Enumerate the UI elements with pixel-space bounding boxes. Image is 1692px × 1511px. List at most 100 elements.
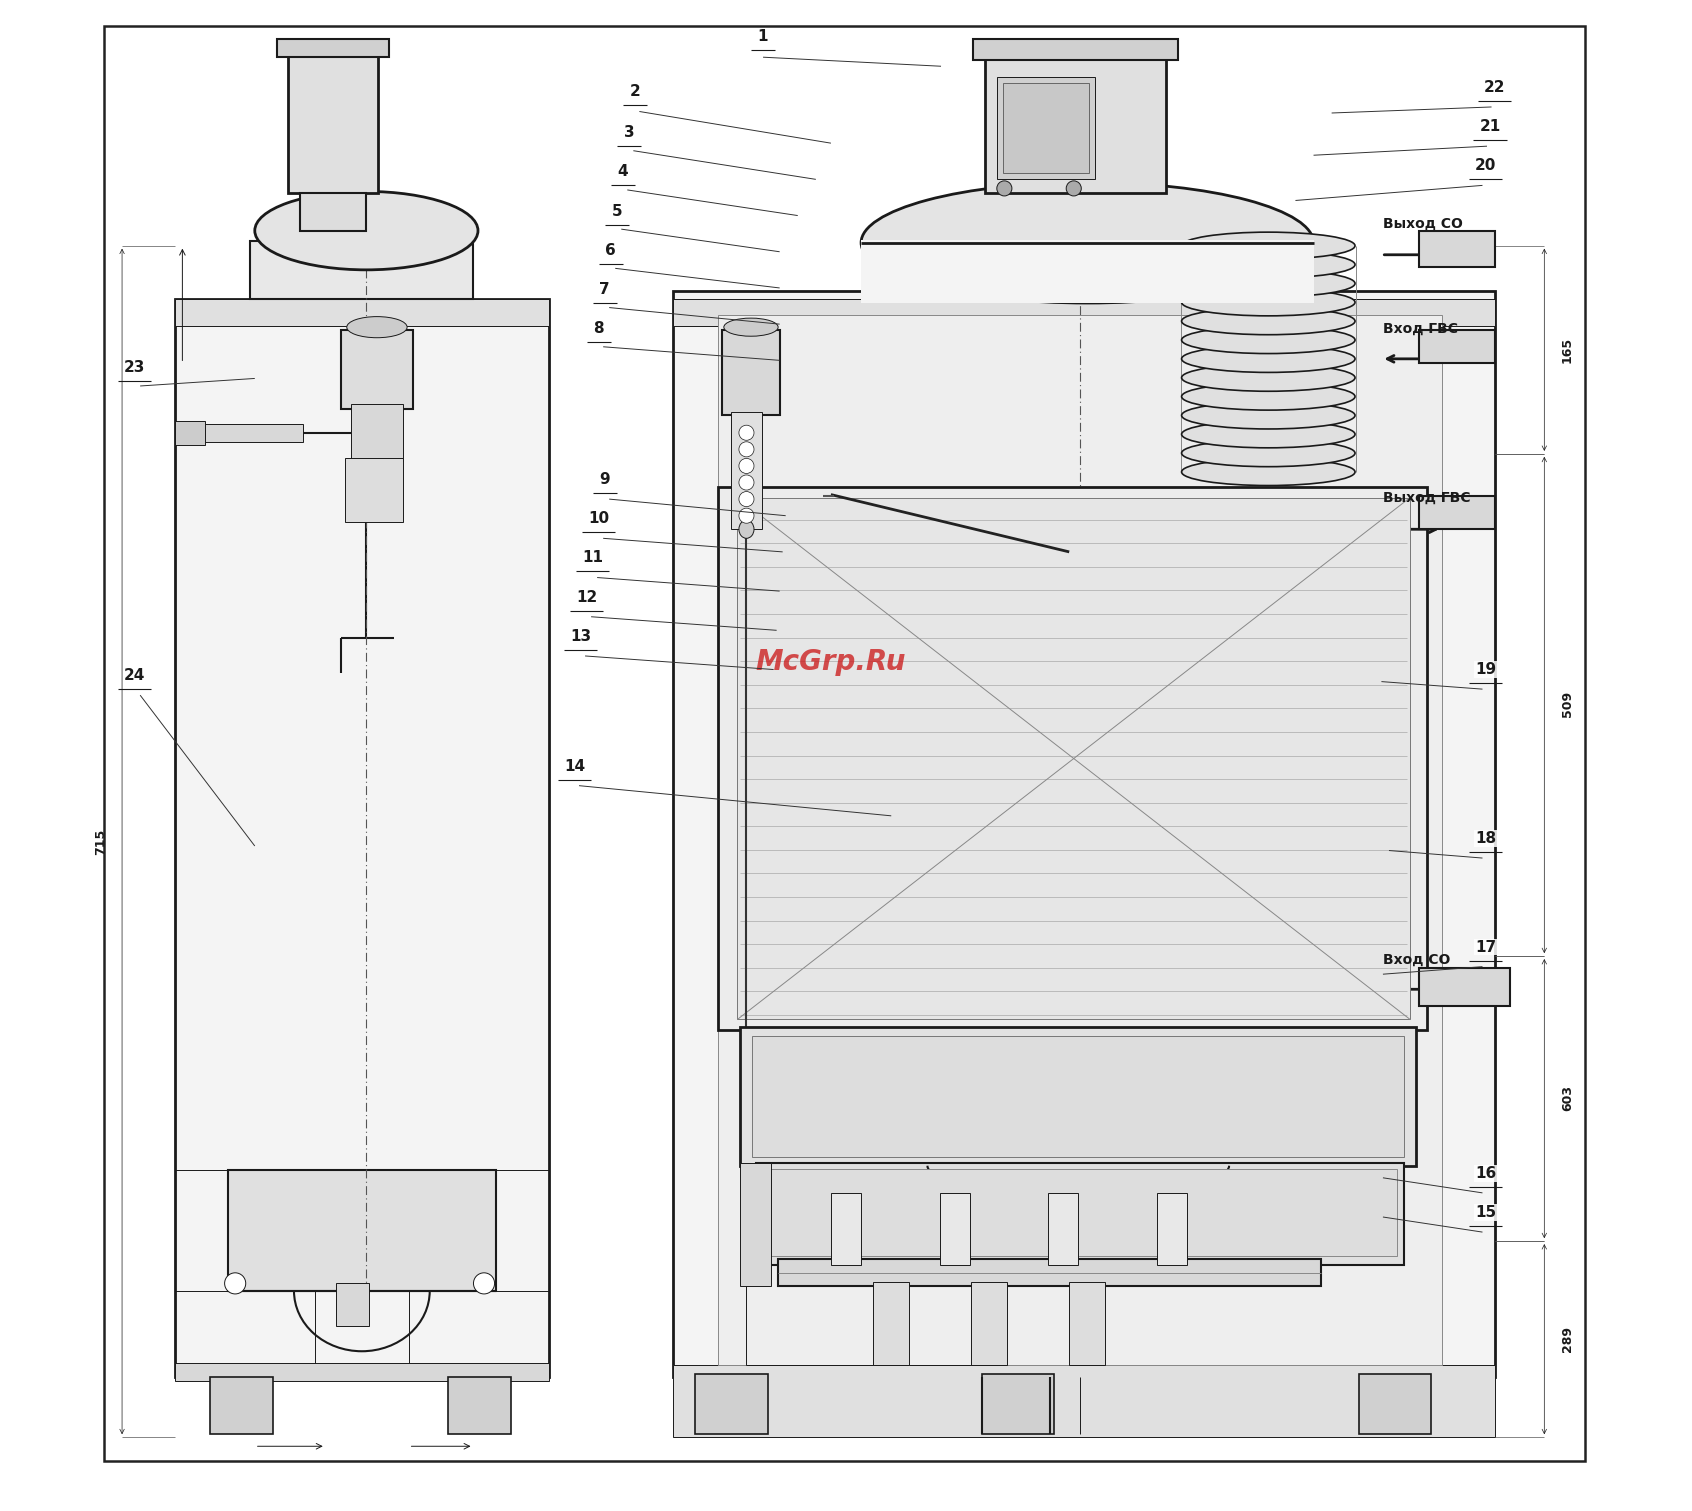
Bar xyxy=(1157,1192,1186,1265)
Ellipse shape xyxy=(255,192,479,270)
Ellipse shape xyxy=(1181,420,1355,447)
Text: 9: 9 xyxy=(599,471,611,487)
Bar xyxy=(717,316,1442,1364)
Bar xyxy=(973,39,1178,60)
Bar xyxy=(971,1281,1007,1364)
Text: 603: 603 xyxy=(1562,1085,1574,1111)
Bar xyxy=(741,1027,1416,1165)
Circle shape xyxy=(739,458,755,473)
Bar xyxy=(1420,496,1494,529)
Bar xyxy=(174,1363,548,1381)
Bar xyxy=(288,54,379,193)
Bar xyxy=(738,497,1409,1020)
Text: 12: 12 xyxy=(575,589,597,604)
Bar xyxy=(337,1283,369,1325)
Text: 14: 14 xyxy=(563,759,585,774)
Circle shape xyxy=(739,441,755,456)
Bar xyxy=(741,1163,770,1286)
Ellipse shape xyxy=(1181,233,1355,260)
Text: 715: 715 xyxy=(95,828,107,855)
Ellipse shape xyxy=(1181,270,1355,298)
Bar xyxy=(939,1192,970,1265)
Text: 10: 10 xyxy=(589,511,609,526)
Circle shape xyxy=(474,1272,494,1293)
Text: 17: 17 xyxy=(1475,940,1496,955)
Bar xyxy=(831,1192,861,1265)
Text: Вход ГВС: Вход ГВС xyxy=(1382,322,1459,337)
Ellipse shape xyxy=(1181,402,1355,429)
Bar xyxy=(1047,1192,1078,1265)
Bar xyxy=(861,240,1313,304)
Bar xyxy=(1003,83,1090,174)
Circle shape xyxy=(739,491,755,506)
Bar xyxy=(672,1364,1494,1437)
Bar xyxy=(985,57,1166,193)
Bar xyxy=(731,411,761,529)
Ellipse shape xyxy=(1181,326,1355,354)
Bar xyxy=(672,299,1494,326)
Text: 8: 8 xyxy=(594,322,604,337)
Ellipse shape xyxy=(739,520,755,538)
Text: 5: 5 xyxy=(611,204,623,219)
Ellipse shape xyxy=(1181,458,1355,485)
Bar xyxy=(299,193,367,231)
Text: 15: 15 xyxy=(1475,1206,1496,1219)
Bar xyxy=(1420,231,1494,267)
Bar xyxy=(763,1168,1396,1256)
Bar xyxy=(1359,1373,1431,1434)
Bar xyxy=(174,299,548,1377)
Bar xyxy=(340,331,413,408)
Text: 18: 18 xyxy=(1475,831,1496,846)
Text: Вход СО: Вход СО xyxy=(1382,952,1450,967)
Ellipse shape xyxy=(1181,289,1355,316)
Ellipse shape xyxy=(1181,364,1355,391)
Text: McGrp.Ru: McGrp.Ru xyxy=(756,648,907,675)
Bar xyxy=(873,1281,909,1364)
Bar xyxy=(174,420,205,444)
Text: 13: 13 xyxy=(570,629,591,644)
Circle shape xyxy=(739,508,755,523)
Text: 20: 20 xyxy=(1475,159,1496,174)
Text: 24: 24 xyxy=(124,668,146,683)
Text: 19: 19 xyxy=(1475,662,1496,677)
Text: 289: 289 xyxy=(1562,1327,1574,1352)
Bar xyxy=(250,242,474,299)
Circle shape xyxy=(225,1272,245,1293)
Text: 23: 23 xyxy=(124,361,146,375)
Text: 165: 165 xyxy=(1562,337,1574,363)
Ellipse shape xyxy=(1181,251,1355,278)
Ellipse shape xyxy=(1181,308,1355,335)
Text: 4: 4 xyxy=(618,165,628,180)
Circle shape xyxy=(739,474,755,490)
Text: Выход ГВС: Выход ГВС xyxy=(1382,491,1470,505)
Bar xyxy=(352,403,403,461)
Bar xyxy=(174,423,303,441)
Bar xyxy=(778,1259,1321,1286)
Text: 22: 22 xyxy=(1484,80,1506,95)
Ellipse shape xyxy=(861,183,1313,304)
Ellipse shape xyxy=(1181,440,1355,467)
Text: Выход СО: Выход СО xyxy=(1382,216,1464,231)
Circle shape xyxy=(1066,181,1081,196)
Text: 1: 1 xyxy=(758,29,768,44)
Bar xyxy=(174,299,548,326)
Text: 3: 3 xyxy=(624,125,634,141)
Bar xyxy=(722,331,780,414)
Text: 2: 2 xyxy=(629,85,640,100)
Text: 7: 7 xyxy=(599,283,611,298)
Bar xyxy=(981,1373,1054,1434)
Bar xyxy=(345,458,403,521)
Bar xyxy=(1420,331,1494,363)
Bar xyxy=(277,39,389,57)
Bar xyxy=(695,1373,768,1434)
Text: 21: 21 xyxy=(1479,119,1501,134)
Ellipse shape xyxy=(1181,346,1355,372)
Circle shape xyxy=(997,181,1012,196)
Text: 509: 509 xyxy=(1562,691,1574,718)
Bar xyxy=(997,77,1095,180)
Circle shape xyxy=(739,425,755,440)
Bar xyxy=(1069,1281,1105,1364)
Bar xyxy=(922,242,1254,299)
Bar xyxy=(228,1170,496,1290)
Bar xyxy=(756,1163,1404,1265)
